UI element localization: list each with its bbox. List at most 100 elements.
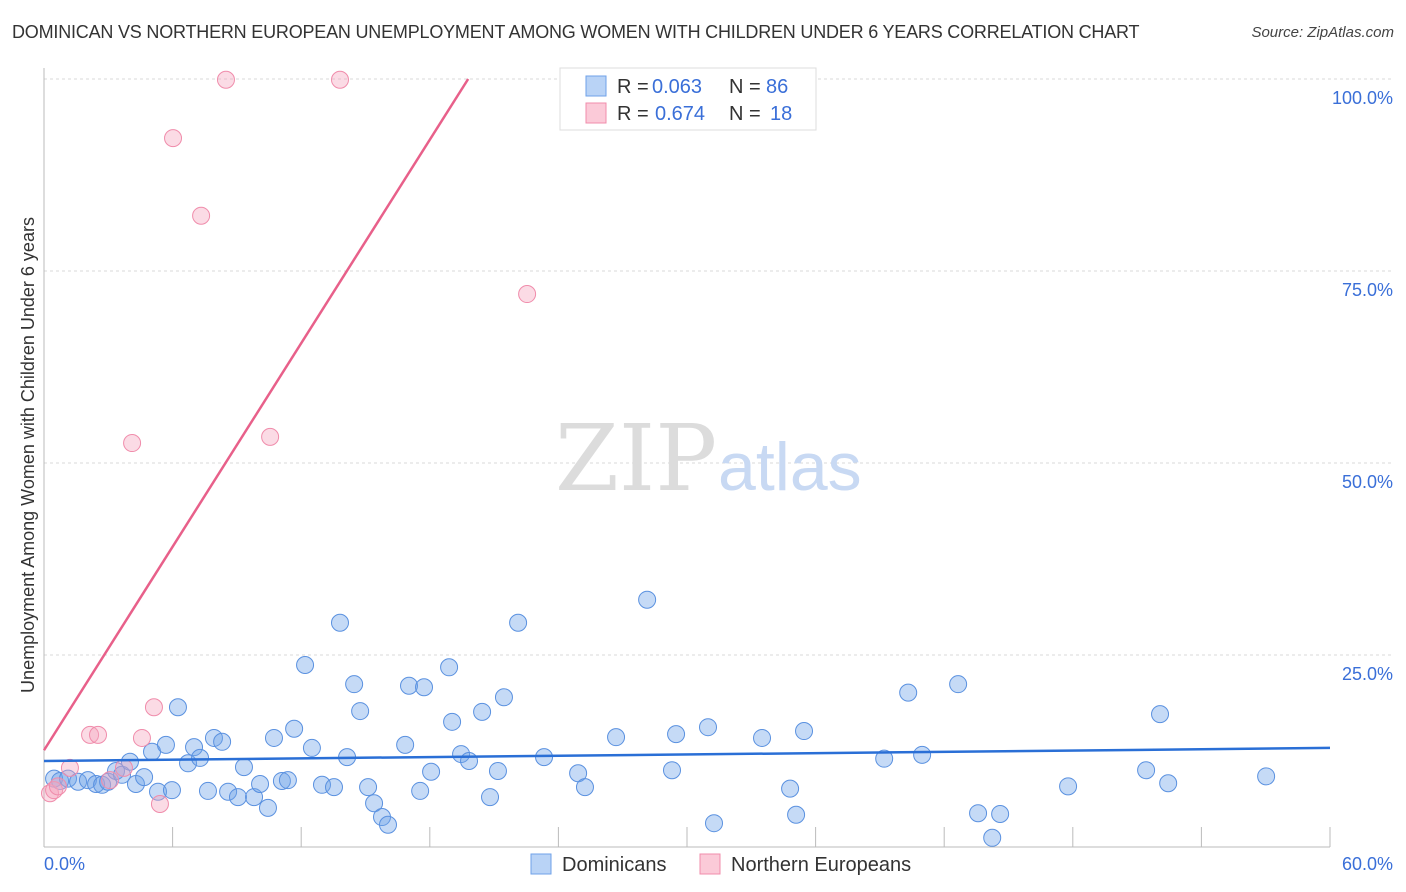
dominicans-point: [787, 805, 806, 824]
n-value-1: 86: [766, 76, 788, 98]
dominicans-point: [302, 738, 321, 757]
northern-europeans-point: [114, 758, 133, 777]
dominicans-point: [191, 748, 210, 767]
legend-swatch-dominicans: [530, 853, 552, 875]
legend-label-northern-europeans: Northern Europeans: [731, 854, 911, 876]
watermark-atlas: atlas: [718, 429, 862, 505]
dominicans-point: [422, 762, 441, 781]
dominicans-point: [296, 655, 315, 674]
dominicans-point: [460, 751, 479, 770]
dominicans-point: [251, 775, 270, 794]
dominicans-point: [324, 778, 343, 797]
northern-europeans-point: [60, 758, 79, 777]
dominicans-point: [351, 702, 370, 721]
r-value-1: 0.063: [652, 76, 702, 98]
dominicans-point: [575, 778, 594, 797]
dominicans-point: [156, 735, 175, 754]
dominicans-point: [443, 712, 462, 731]
dominicans-point: [1257, 767, 1276, 786]
dominicans-point: [345, 675, 364, 694]
dominicans-point: [781, 779, 800, 798]
dominicans-point: [258, 798, 277, 817]
dominicans-point: [1137, 761, 1156, 780]
watermark: ZIP atlas: [555, 405, 862, 512]
northern-europeans-trend-line: [42, 78, 470, 751]
trend-lines: [42, 78, 1331, 763]
northern-europeans-point: [48, 777, 67, 796]
dominicans-point: [949, 675, 968, 694]
n-label-1: N =: [729, 76, 761, 98]
y-tick-label: 100.0%: [1332, 88, 1393, 108]
legend-label-dominicans: Dominicans: [562, 854, 666, 876]
dominicans-point: [264, 728, 283, 747]
dominicans-point: [913, 745, 932, 764]
dominicans-point: [705, 814, 724, 833]
dominicans-point: [1151, 705, 1170, 724]
dominicans-point: [411, 781, 430, 800]
r-label-1: R =: [617, 76, 649, 98]
dominicans-point: [234, 758, 253, 777]
chart-title: DOMINICAN VS NORTHERN EUROPEAN UNEMPLOYM…: [12, 22, 1140, 42]
dominicans-point: [509, 613, 528, 632]
dominicans-point: [162, 781, 181, 800]
dominicans-trend-line: [43, 746, 1331, 763]
dominicans-point: [753, 728, 772, 747]
dominicans-point: [168, 698, 187, 717]
dominicans-point: [219, 782, 238, 801]
northern-europeans-point: [101, 771, 120, 790]
dominicans-point: [473, 702, 492, 721]
x-tick-label-max: 60.0%: [1342, 854, 1393, 874]
r-value-2: 0.674: [655, 103, 705, 125]
axes: [43, 68, 1331, 848]
y-axis-label: Unemployment Among Women with Children U…: [18, 217, 38, 693]
dominicans-point: [228, 788, 247, 807]
northern-europeans-point: [164, 129, 183, 148]
dominicans-point: [662, 761, 681, 780]
y-tick-label: 50.0%: [1342, 472, 1393, 492]
stats-legend: R = 0.063 N = 86 R = 0.674 N = 18: [559, 67, 817, 131]
y-tick-label: 25.0%: [1342, 664, 1393, 684]
data-points: [41, 70, 1276, 847]
legend-swatch-northern-europeans: [699, 853, 721, 875]
dominicans-point: [899, 683, 918, 702]
dominicans-point: [272, 771, 291, 790]
northern-europeans-point: [123, 434, 142, 453]
northern-europeans-point: [518, 285, 537, 304]
dominicans-point: [113, 765, 132, 784]
dominicans-point: [607, 728, 626, 747]
northern-europeans-point: [150, 794, 169, 813]
dominicans-point: [379, 815, 398, 834]
dominicans-point: [875, 749, 894, 768]
series-legend: Dominicans Northern Europeans: [530, 853, 911, 876]
dominicans-point: [667, 725, 686, 744]
dominicans-point: [1059, 777, 1078, 796]
dominicans-point: [359, 778, 378, 797]
dominicans-point: [481, 788, 500, 807]
dominicans-point: [135, 768, 154, 787]
dominicans-point: [185, 738, 204, 757]
dominicans-point: [312, 775, 331, 794]
dominicans-point: [699, 718, 718, 737]
chart-source: Source: ZipAtlas.com: [1251, 24, 1394, 41]
dominicans-point: [1159, 774, 1178, 793]
northern-europeans-point: [330, 70, 349, 89]
r-label-2: R =: [617, 103, 649, 125]
dominicans-point: [494, 688, 513, 707]
dominicans-point: [440, 658, 459, 677]
dominicans-point: [400, 676, 419, 695]
dominicans-point: [415, 678, 434, 697]
northern-europeans-point: [216, 70, 235, 89]
dominicans-point: [365, 794, 384, 813]
dominicans-point: [198, 781, 217, 800]
dominicans-point: [795, 722, 814, 741]
northern-europeans-swatch: [585, 102, 607, 124]
dominicans-point: [488, 761, 507, 780]
northern-europeans-point: [132, 728, 151, 747]
northern-europeans-point: [144, 698, 163, 717]
dominicans-point: [638, 590, 657, 609]
northern-europeans-point: [261, 427, 280, 446]
n-label-2: N =: [729, 103, 761, 125]
y-tick-labels: 25.0% 50.0% 75.0% 100.0%: [1332, 88, 1393, 684]
